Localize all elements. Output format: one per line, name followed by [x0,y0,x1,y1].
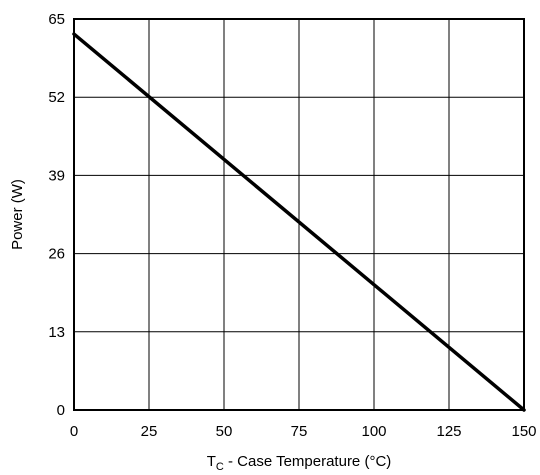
x-axis-label-prefix: T [207,453,216,470]
y-tick-label: 13 [48,324,65,341]
series-layer [72,32,526,412]
power-derating-line [72,32,526,412]
x-tick-label: 50 [216,423,233,440]
y-tick-label: 52 [48,89,65,106]
y-axis-label: Power (W) [9,179,26,250]
x-tick-labels: 0 25 50 75 100 125 150 [70,423,537,440]
y-tick-label: 0 [57,402,65,419]
x-axis-label-suffix: - Case Temperature (°C) [224,453,391,470]
x-tick-label: 0 [70,423,78,440]
x-tick-label: 100 [361,423,386,440]
grid [74,19,524,410]
y-tick-label: 65 [48,11,65,28]
y-tick-label: 26 [48,246,65,263]
y-tick-labels: 0 13 26 39 52 65 [48,11,65,419]
x-tick-label: 25 [141,423,158,440]
plot-frame [73,18,525,411]
x-axis-label: TC - Case Temperature (°C) [207,453,392,473]
y-tick-label: 39 [48,167,65,184]
x-tick-label: 150 [511,423,536,440]
x-axis-label-subscript: C [216,461,224,473]
x-tick-label: 75 [291,423,308,440]
x-tick-label: 125 [436,423,461,440]
